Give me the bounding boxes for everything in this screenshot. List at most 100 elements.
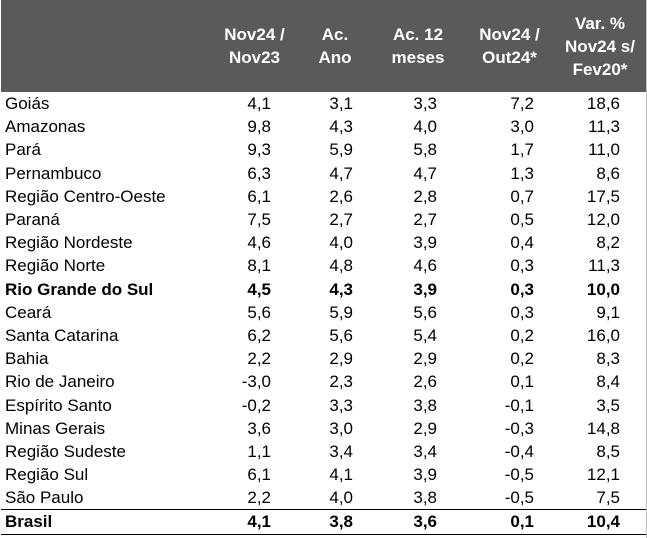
- row-region-name: Região Norte: [5, 256, 106, 276]
- row-value-v5: 8,6: [596, 163, 620, 183]
- header-var-fev20: Var. % Nov24 s/Fev20*: [554, 0, 646, 92]
- header-ac-12-meses-line1: Ac. 12: [392, 25, 444, 44]
- row-value-v4: -0,5: [504, 465, 534, 485]
- row-value-v4: -0,5: [504, 488, 534, 508]
- header-var-fev20-line2: Nov24 s/: [565, 36, 635, 56]
- row-value-v5: 16,0: [586, 325, 620, 345]
- header-var-fev20-line1: Var. %: [574, 13, 626, 33]
- header-ac-ano-line2: Ano: [318, 48, 352, 67]
- row-value-v5: 11,0: [588, 140, 620, 160]
- row-value-v1: 6,1: [247, 465, 271, 485]
- row-value-v1: 2,2: [247, 349, 271, 369]
- row-region-name: Região Centro-Oeste: [5, 186, 166, 206]
- table-row: Goiás 4,1 3,1 3,3 7,2 18,6: [1, 92, 646, 115]
- row-value-v5: 8,5: [596, 441, 620, 461]
- row-region-name: Espírito Santo: [5, 395, 112, 415]
- row-value-v2: 4,7: [329, 163, 353, 183]
- row-value-v1: -0,2: [241, 395, 271, 415]
- row-value-v2: 2,7: [329, 210, 353, 230]
- header-ac-ano: Ac. Ano: [299, 0, 371, 92]
- row-value-v3: 3,8: [413, 395, 437, 415]
- row-value-v3: 2,9: [413, 418, 437, 438]
- table-row: Região Centro-Oeste 6,1 2,6 2,8 0,7 17,5: [1, 185, 646, 208]
- row-value-v4: 0,2: [510, 325, 534, 345]
- row-region-name: Goiás: [5, 94, 50, 114]
- row-value-v1: 3,6: [247, 418, 271, 438]
- row-region-name: Região Sudeste: [5, 441, 126, 461]
- table-row: Região Nordeste 4,6 4,0 3,9 0,4 8,2: [1, 231, 646, 254]
- row-value-v4: 0,3: [510, 256, 534, 276]
- total-name: Brasil: [1, 509, 210, 535]
- table-row: Pernambuco 6,3 4,7 4,7 1,3 8,6: [1, 162, 646, 185]
- row-region-name: Pernambuco: [5, 163, 102, 183]
- row-value-v5: 14,8: [586, 418, 620, 438]
- row-value-v1: 8,1: [247, 256, 271, 276]
- table-row: Paraná 7,5 2,7 2,7 0,5 12,0: [1, 208, 646, 231]
- row-value-v5: 7,5: [596, 488, 620, 508]
- table-row: Ceará 5,6 5,9 5,6 0,3 9,1: [1, 301, 646, 324]
- row-value-v2: 2,9: [329, 349, 353, 369]
- header-nov24-out24-line1: Nov24 /: [479, 25, 540, 44]
- row-value-v2: 5,9: [329, 302, 353, 322]
- row-region-name: Pará: [5, 140, 41, 160]
- row-region-name: Paraná: [5, 210, 60, 230]
- row-region-name: São Paulo: [5, 488, 84, 508]
- row-value-v5: 3,5: [596, 395, 620, 415]
- row-value-v3: 5,4: [413, 325, 437, 345]
- row-value-v4: -0,3: [504, 418, 534, 438]
- row-value-v5: 10,0: [586, 279, 620, 299]
- row-value-v4: 0,2: [510, 349, 534, 369]
- row-value-v3: 2,7: [413, 210, 437, 230]
- table-body: Goiás 4,1 3,1 3,3 7,2 18,6 Amazonas 9,8 4,3 4,0 3,…: [1, 92, 646, 535]
- row-value-v3: 5,6: [413, 302, 437, 322]
- row-value-v1: 6,2: [247, 325, 271, 345]
- total-row: Brasil 4,1 3,8 3,6 0,1 10,4: [1, 509, 646, 535]
- table-row: Região Sudeste 1,1 3,4 3,4 -0,4 8,5: [1, 440, 646, 463]
- row-value-v4: 0,7: [510, 186, 534, 206]
- row-value-v4: 1,3: [510, 163, 534, 183]
- header-ac-12-meses: Ac. 12 meses: [371, 0, 465, 92]
- total-value-v5: 10,4: [554, 509, 646, 535]
- table-row: Amazonas 9,8 4,3 4,0 3,0 11,3: [1, 115, 646, 138]
- header-nov24-nov23: Nov24 / Nov23: [210, 0, 299, 92]
- row-value-v2: 4,1: [329, 465, 353, 485]
- row-value-v3: 5,8: [413, 140, 437, 160]
- row-value-v2: 4,3: [329, 117, 353, 137]
- row-value-v5: 18,6: [586, 94, 620, 114]
- header-ac-ano-line1: Ac.: [321, 25, 349, 44]
- table-row: Rio Grande do Sul 4,5 4,3 3,9 0,3 10,0: [1, 278, 646, 301]
- row-value-v2: 4,8: [329, 256, 353, 276]
- row-value-v4: 0,5: [510, 210, 534, 230]
- row-value-v2: 5,6: [329, 325, 353, 345]
- row-value-v5: 11,3: [588, 256, 620, 276]
- row-value-v3: 4,6: [413, 256, 437, 276]
- row-region-name: Bahia: [5, 349, 49, 369]
- row-value-v2: 3,4: [329, 441, 353, 461]
- row-value-v3: 3,8: [413, 488, 437, 508]
- row-value-v5: 12,1: [586, 465, 620, 485]
- row-value-v5: 12,0: [586, 210, 620, 230]
- total-value-v4: 0,1: [465, 509, 554, 535]
- row-value-v3: 4,7: [413, 163, 437, 183]
- row-value-v3: 3,9: [413, 465, 437, 485]
- row-region-name: Rio Grande do Sul: [5, 279, 154, 299]
- row-value-v2: 4,3: [329, 279, 353, 299]
- row-value-v1: 4,5: [247, 279, 271, 299]
- row-region-name: Minas Gerais: [5, 418, 106, 438]
- row-value-v2: 2,6: [329, 186, 353, 206]
- total-value-v1: 4,1: [210, 509, 299, 535]
- row-value-v1: 4,6: [247, 233, 271, 253]
- row-value-v1: 6,3: [247, 163, 271, 183]
- row-value-v4: 0,1: [510, 372, 534, 392]
- row-value-v3: 2,8: [413, 186, 437, 206]
- row-value-v1: -3,0: [241, 372, 271, 392]
- row-value-v4: 7,2: [510, 94, 534, 114]
- row-value-v1: 2,2: [247, 488, 271, 508]
- table-row: São Paulo 2,2 4,0 3,8 -0,5 7,5: [1, 486, 646, 510]
- table-row: Região Sul 6,1 4,1 3,9 -0,5 12,1: [1, 463, 646, 486]
- row-region-name: Região Sul: [5, 465, 89, 485]
- row-value-v1: 5,6: [247, 302, 271, 322]
- header-nov24-nov23-line1: Nov24 /: [224, 25, 285, 44]
- row-value-v5: 8,2: [596, 233, 620, 253]
